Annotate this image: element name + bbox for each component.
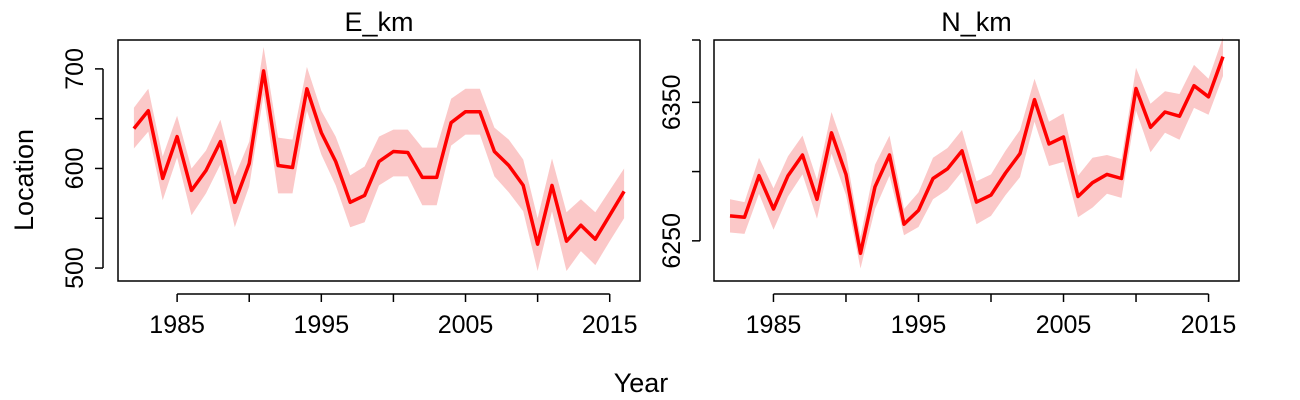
y-tick-label: 700 [61, 48, 89, 90]
x-tick-label: 1985 [149, 311, 205, 339]
confidence-band [730, 37, 1223, 269]
x-tick-label: 2015 [1181, 311, 1237, 339]
y-tick-label: 500 [61, 247, 89, 289]
panel-n-km: N_km 1985 1995 2005 2015 6250 6350 [658, 7, 1240, 339]
x-tick-label: 1995 [891, 311, 947, 339]
y-tick-label: 600 [61, 148, 89, 190]
x-tick-label: 2005 [1036, 311, 1092, 339]
x-tick-label: 1995 [294, 311, 350, 339]
panel-title: E_km [344, 7, 413, 37]
plot-frame [713, 39, 1240, 282]
y-axis-title: Location [9, 129, 39, 231]
x-tick-label: 2015 [582, 311, 638, 339]
x-tick-label: 1985 [746, 311, 802, 339]
y-tick-label: 6350 [658, 75, 686, 131]
series-line [132, 69, 626, 246]
x-tick-label: 2005 [438, 311, 494, 339]
plot-frame [117, 39, 641, 282]
series-line [729, 56, 1225, 256]
x-axis-title: Year [614, 368, 669, 398]
y-tick-label: 6250 [658, 213, 686, 269]
panel-e-km: E_km 1985 1995 2005 2015 500 600 700 [61, 7, 641, 339]
confidence-band [133, 47, 625, 271]
panel-title: N_km [941, 7, 1012, 37]
